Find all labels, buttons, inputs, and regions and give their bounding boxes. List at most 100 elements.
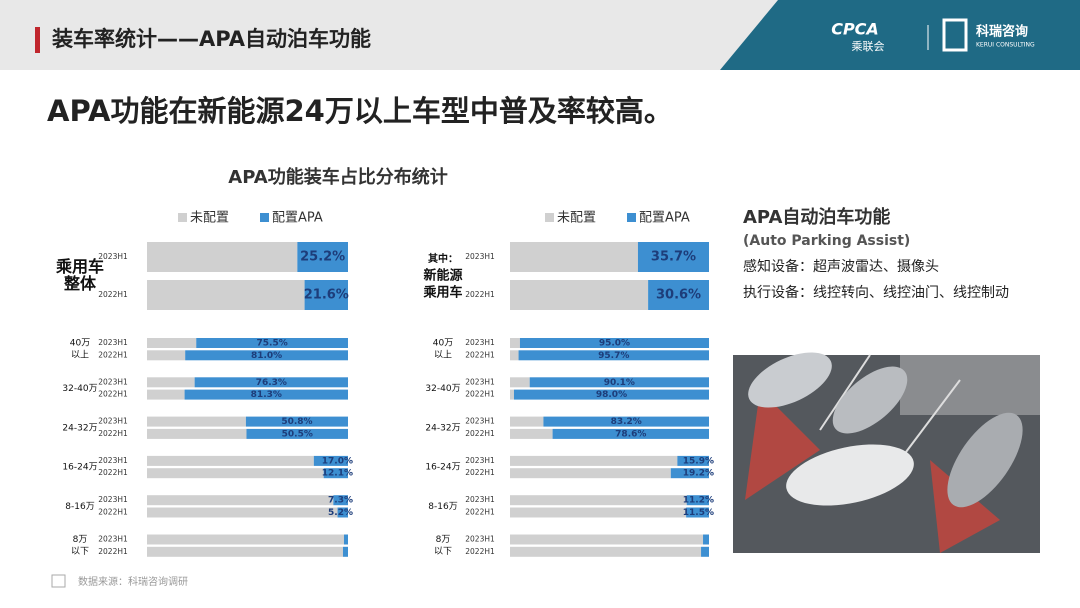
bar-segment — [510, 350, 519, 361]
category-label: 2022H1 — [465, 290, 495, 299]
group-label: 40万 — [433, 339, 453, 349]
category-label: 2023H1 — [465, 252, 495, 261]
value-label: 50.5% — [282, 429, 313, 439]
group-label: 24-32万 — [62, 423, 97, 433]
group-label: 乘用车 — [422, 285, 462, 301]
bar-segment — [686, 507, 709, 518]
header-accent — [35, 27, 40, 53]
value-label: 76.3% — [256, 378, 287, 388]
category-label: 2022H1 — [98, 429, 128, 438]
category-label: 2023H1 — [98, 535, 128, 544]
group-label: 8万 — [73, 535, 88, 545]
bar-segment — [297, 242, 348, 272]
bar-segment — [333, 495, 348, 506]
category-label: 2022H1 — [465, 429, 495, 438]
bar-segment — [147, 416, 246, 427]
category-label: 2022H1 — [98, 390, 128, 399]
bar-segment — [703, 534, 709, 545]
category-label: 2023H1 — [465, 535, 495, 544]
side-title: APA自动泊车功能 — [743, 206, 890, 228]
value-label: 78.6% — [615, 429, 646, 439]
source: 数据来源：科瑞咨询调研 — [78, 575, 188, 588]
bar-segment — [543, 416, 709, 427]
bar-segment — [337, 507, 348, 518]
bar-segment — [686, 495, 709, 506]
logo-icon — [942, 18, 968, 52]
logo-text: 科瑞咨询 — [976, 24, 1028, 40]
headline: APA功能在新能源24万以上车型中普及率较高。 — [47, 94, 673, 128]
bar-segment — [510, 546, 702, 557]
group-label: 整体 — [63, 274, 97, 293]
category-label: 2022H1 — [98, 350, 128, 359]
photo-car — [832, 366, 908, 434]
legend-label: 未配置 — [557, 211, 596, 226]
value-label: 12.1% — [322, 469, 353, 479]
bar-segment — [510, 338, 520, 348]
group-label: 以下 — [71, 547, 89, 557]
value-label: 17.0% — [322, 456, 353, 466]
bar-segment — [510, 495, 687, 506]
bar-segment — [147, 242, 298, 272]
photo-car — [748, 352, 832, 408]
group-label: 以上 — [71, 350, 89, 361]
logo-subtext: KERUI CONSULTING — [976, 42, 1035, 49]
bar-segment — [510, 377, 530, 388]
bar-segment — [147, 495, 334, 506]
value-label: 83.2% — [611, 417, 642, 427]
bar-segment — [552, 428, 709, 439]
bar-segment — [147, 377, 195, 388]
bar-segment — [648, 280, 709, 310]
category-label: 2023H1 — [98, 377, 128, 386]
bar-segment — [510, 280, 649, 310]
bar-segment — [323, 468, 348, 479]
group-label: 乘用车 — [55, 257, 104, 276]
header-title: 装车率统计——APA自动泊车功能 — [52, 27, 371, 51]
category-label: 2023H1 — [98, 252, 128, 261]
value-label: 35.7% — [651, 250, 696, 265]
bar-segment — [147, 534, 344, 545]
photo-car — [947, 412, 1023, 508]
legend-label: 配置APA — [272, 211, 323, 226]
legend-swatch — [260, 213, 269, 222]
category-label: 2022H1 — [98, 468, 128, 477]
bar-segment — [246, 428, 348, 439]
bar-segment — [313, 455, 348, 466]
group-label: 32-40万 — [62, 384, 97, 394]
bar-segment — [510, 389, 514, 400]
group-label: 其中： — [428, 252, 458, 265]
bar-segment — [147, 468, 324, 479]
group-label: 新能源 — [423, 268, 462, 284]
value-label: 95.7% — [598, 351, 629, 361]
category-label: 2022H1 — [465, 508, 495, 517]
value-label: 11.5% — [683, 508, 714, 518]
value-label: 98.0% — [596, 390, 627, 400]
bar-segment — [510, 455, 678, 466]
group-label: 40万 — [70, 339, 90, 349]
category-label: 2023H1 — [465, 338, 495, 347]
group-label: 16-24万 — [425, 463, 460, 473]
bar-segment — [529, 377, 709, 388]
group-label: 16-24万 — [62, 463, 97, 473]
bar-segment — [196, 338, 348, 348]
bar-segment — [510, 416, 544, 427]
side-subtitle: (Auto Parking Assist) — [743, 233, 910, 249]
value-label: 15.9% — [683, 456, 714, 466]
value-label: 25.2% — [300, 250, 345, 265]
bar-segment — [147, 338, 197, 348]
bar-segment — [194, 377, 348, 388]
group-label: 8-16万 — [428, 502, 457, 512]
bar-segment — [343, 534, 348, 545]
legend-swatch — [178, 213, 187, 222]
bar-segment — [304, 280, 348, 310]
bar-segment — [147, 546, 343, 557]
category-label: 2022H1 — [465, 468, 495, 477]
bar-segment — [510, 242, 638, 272]
value-label: 19.2% — [683, 469, 714, 479]
bar-segment — [519, 338, 709, 348]
bar-segment — [147, 350, 186, 361]
category-label: 2023H1 — [465, 417, 495, 426]
value-label: 11.2% — [683, 496, 714, 506]
photo — [733, 352, 1040, 553]
group-label: 8万 — [436, 535, 451, 545]
